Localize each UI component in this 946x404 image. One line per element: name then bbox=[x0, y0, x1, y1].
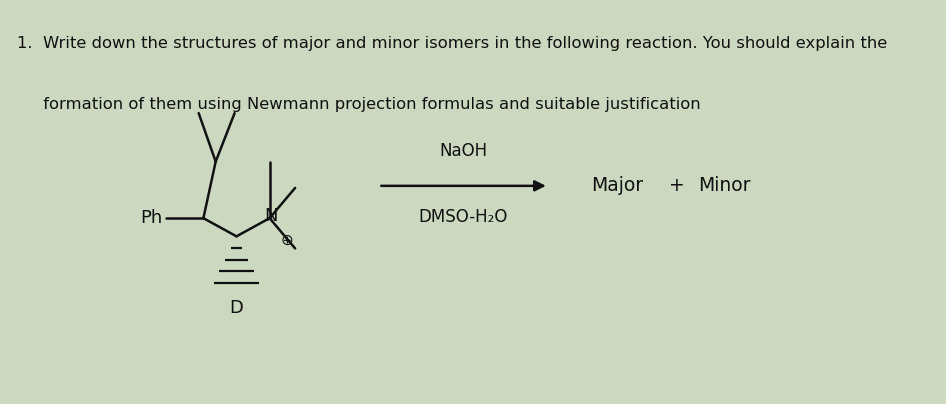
Text: 1.  Write down the structures of major and minor isomers in the following reacti: 1. Write down the structures of major an… bbox=[17, 36, 887, 51]
Text: D: D bbox=[230, 299, 243, 317]
Text: Major: Major bbox=[591, 176, 643, 196]
Text: Minor: Minor bbox=[698, 176, 750, 196]
Text: NaOH: NaOH bbox=[440, 141, 487, 160]
Text: formation of them using Newmann projection formulas and suitable justification: formation of them using Newmann projecti… bbox=[17, 97, 701, 112]
Text: ⊕: ⊕ bbox=[280, 233, 293, 248]
Text: N: N bbox=[264, 207, 277, 225]
Text: DMSO-H₂O: DMSO-H₂O bbox=[419, 208, 508, 226]
Text: +: + bbox=[669, 176, 684, 196]
Text: Ph: Ph bbox=[140, 209, 163, 227]
